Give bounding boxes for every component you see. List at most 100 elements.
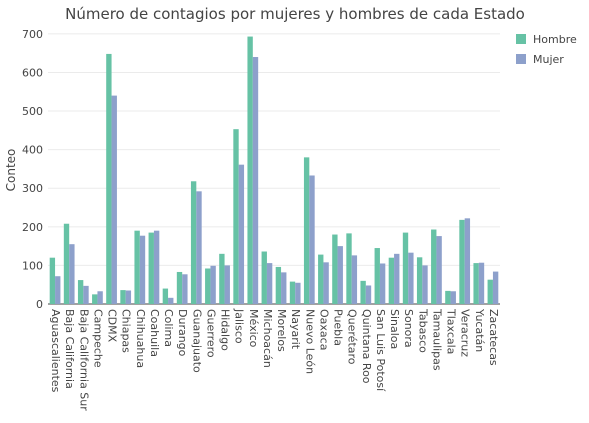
x-tick-label: Sinaloa [388,309,401,349]
y-tick-label: 400 [22,144,43,157]
bar-mujer [422,265,428,304]
bar-mujer [139,235,146,304]
bar-mujer [365,285,372,304]
bar-hombre [120,290,126,304]
x-tick-label: Tamaulipas [430,308,443,371]
bar-hombre [360,280,366,304]
x-tick-label: Tlaxcala [445,308,458,354]
bar-hombre [318,254,324,304]
bar-hombre [346,233,352,304]
x-tick-label: Chihuahua [134,309,147,368]
x-tick-labels: Aguascalientes Baja California Baja Califo… [49,308,500,411]
bar-hombre [289,281,296,304]
bar-hombre [49,257,56,304]
x-tick-label: Nuevo León [303,309,316,374]
bar-mujer [337,246,343,304]
x-tick-label: Hidalgo [219,309,232,351]
bar-mujer [153,230,160,304]
x-tick-label: Colima [162,309,175,347]
y-tick-label: 500 [22,105,43,118]
bar-hombre [431,229,437,304]
bar-mujer [464,218,471,304]
bar-mujer [309,175,315,304]
bar-hombre [92,294,98,304]
bar-hombre [233,129,239,304]
bar-mujer [125,290,132,304]
bar-hombre [247,36,253,305]
bar-hombre [63,223,70,304]
legend-label: Mujer [533,53,564,66]
bar-hombre [77,280,84,304]
bar-hombre [261,251,267,304]
x-tick-label: Aguascalientes [49,309,62,393]
x-tick-label: Michoacán [261,309,274,368]
x-tick-label: Morelos [275,309,288,352]
bar-hombre [205,268,211,304]
bar-mujer [281,272,287,304]
bar-mujer [224,265,230,304]
x-tick-label: Tabasco [416,308,429,353]
y-tick-labels: 0 100 200 300 400 500 600 700 [22,28,43,311]
bar-hombre [416,257,423,304]
bar-mujer [492,271,499,304]
bar-hombre [275,266,282,304]
bar-hombre [388,257,395,304]
bar-mujer [97,291,103,304]
x-tick-label: Baja California [63,309,76,389]
x-tick-label: San Luis Potosí [374,309,387,392]
bar-mujer [450,291,456,304]
bar-hombre [459,219,465,304]
bar-mujer [351,255,358,304]
chart-title: Número de contagios por mujeres y hombre… [65,5,525,23]
bar-hombre [162,288,169,304]
gridlines [48,33,500,305]
x-tick-label: Chiapas [120,309,133,353]
bar-hombre [106,53,112,305]
bar-mujer [210,265,216,304]
bar-mujer [436,236,442,304]
legend[interactable]: Hombre Mujer [516,33,577,66]
bar-mujer [295,282,301,304]
bar-mujer [394,253,400,304]
bar-mujer [478,262,485,304]
x-tick-label: Baja California Sur [77,309,90,411]
x-tick-label: Guanajuato [190,309,203,373]
x-tick-label: Puebla [332,309,345,346]
bar-mujer [55,276,61,304]
x-tick-label: Jalisco [233,308,246,344]
bar-mujer [266,263,273,304]
bar-mujer [196,191,202,304]
legend-item-mujer[interactable]: Mujer [516,53,564,66]
bar-hombre [402,232,409,304]
bar-hombre [332,234,338,304]
y-tick-label: 200 [22,221,43,234]
bar-hombre [303,157,310,304]
bar-mujer [69,244,75,304]
y-axis-label: Conteo [4,149,18,192]
x-tick-label: Guerrero [204,309,217,358]
bar-mujer [379,263,386,304]
legend-label: Hombre [533,33,577,46]
bar-hombre [190,181,197,304]
x-tick-label: Durango [176,309,189,357]
bar-hombre [445,290,451,304]
y-tick-label: 600 [22,66,43,79]
legend-item-hombre[interactable]: Hombre [516,33,577,46]
bar-hombre [473,263,479,304]
x-tick-label: Campeche [91,309,104,368]
x-tick-label: Coahuila [148,309,161,357]
bars [49,36,499,305]
x-tick-label: México [247,309,260,348]
x-tick-label: CDMX [106,309,119,343]
y-tick-label: 0 [36,298,43,311]
x-tick-label: Querétaro [346,309,359,365]
bar-mujer [408,252,414,304]
bar-hombre [487,279,493,304]
bar-hombre [374,248,380,304]
legend-swatch [516,34,526,44]
y-tick-label: 300 [22,182,43,195]
bar-mujer [83,285,89,304]
bar-mujer [168,297,174,304]
